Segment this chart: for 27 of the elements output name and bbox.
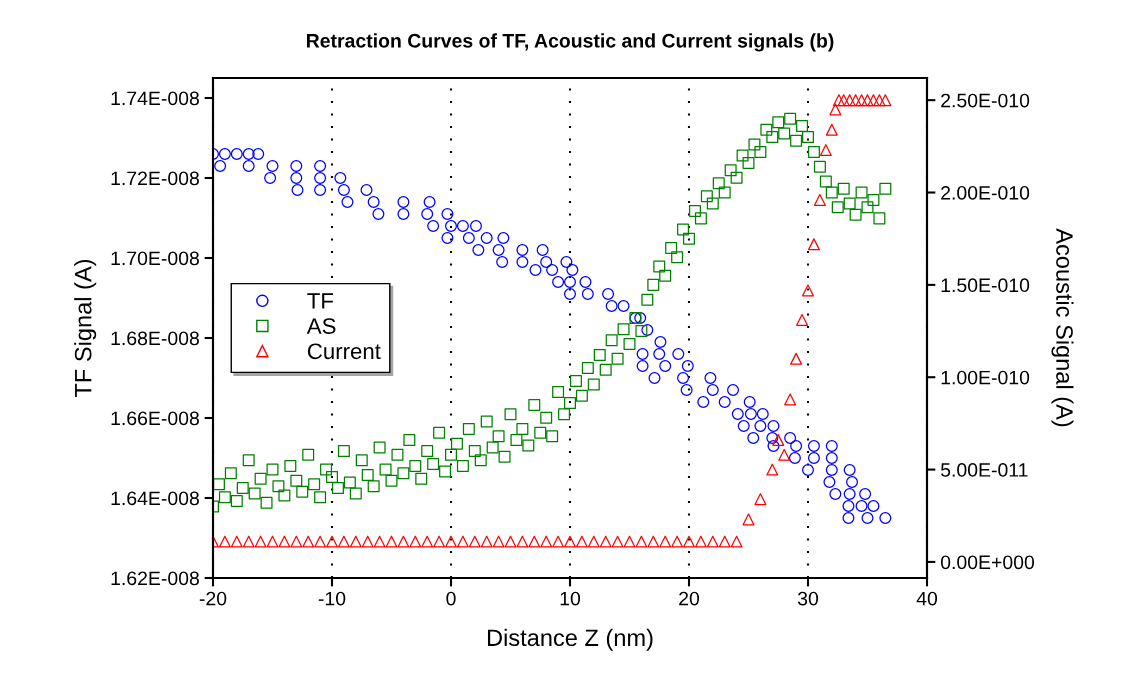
y2-tick-label: 5.00E-011	[940, 463, 1028, 477]
y-axis-title: TF Signal (A)	[74, 259, 97, 397]
y2-tick-label: 2.50E-010	[941, 93, 1030, 108]
x-tick-label: -10	[318, 591, 346, 606]
legend-label: TF	[307, 293, 334, 309]
y2-axis-title: Acoustic Signal (A)	[1051, 228, 1074, 427]
x-tick-label: 20	[679, 591, 700, 606]
y2-tick-label: 2.00E-010	[941, 185, 1030, 200]
y-tick-label: 1.66E-008	[111, 411, 199, 426]
y2-tick-label: 1.00E-010	[941, 370, 1030, 385]
y2-tick-label: 1.50E-010	[941, 278, 1030, 293]
legend-label: AS	[306, 318, 336, 334]
x-tick-label: -20	[199, 591, 227, 606]
legend-label: Current	[307, 343, 381, 360]
x-tick-label: 10	[560, 591, 581, 606]
chart-title: Retraction Curves of TF, Acoustic and Current signals (b)	[306, 33, 834, 52]
x-tick-label: 40	[916, 591, 938, 606]
y-tick-label: 1.68E-008	[111, 331, 199, 346]
y2-tick-label: 0.00E+000	[940, 555, 1035, 570]
y-tick-label: 1.70E-008	[111, 251, 199, 266]
x-axis-title: Distance Z (nm)	[487, 628, 653, 651]
y-tick-label: 1.64E-008	[111, 491, 199, 506]
y-tick-label: 1.74E-008	[111, 91, 199, 106]
y-tick-label: 1.62E-008	[111, 571, 199, 586]
x-tick-label: 30	[797, 591, 819, 606]
x-tick-label: 0	[446, 591, 456, 606]
y-tick-label: 1.72E-008	[111, 171, 199, 186]
